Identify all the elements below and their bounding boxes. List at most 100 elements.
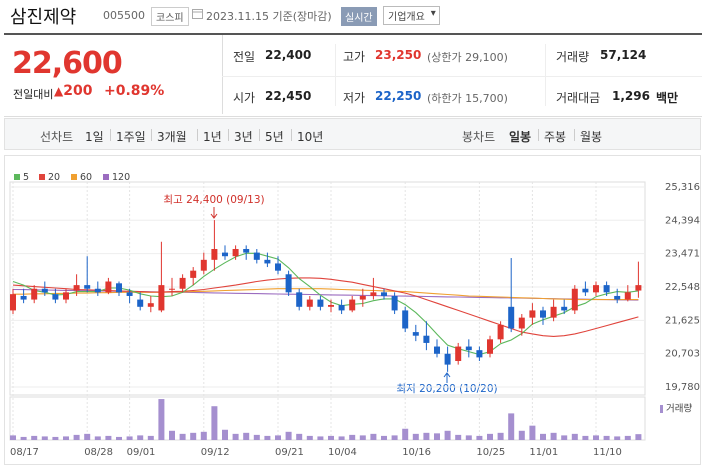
separator (259, 129, 260, 141)
candle-body (571, 288, 578, 311)
stat-value: 22,450 (265, 89, 312, 103)
volume-bar (593, 435, 599, 440)
candle-period-button[interactable]: 일봉 (509, 130, 532, 144)
candle-body (158, 285, 165, 311)
candle-body (169, 288, 175, 290)
candle-body (200, 259, 207, 271)
period-button[interactable]: 3년 (234, 130, 253, 144)
volume-bar (455, 434, 462, 440)
volume-bar (20, 436, 27, 440)
separator (291, 129, 292, 141)
change-pct: +0.89% (104, 83, 165, 99)
x-tick-label: 09/12 (201, 447, 230, 458)
candle-body (455, 346, 462, 361)
volume-bar (41, 436, 48, 440)
y-tick-label: 25,316 (665, 182, 700, 193)
stat-extra: (하한가 15,700) (427, 92, 508, 105)
volume-bar (603, 435, 610, 440)
candle-body (137, 299, 144, 307)
separator (151, 129, 152, 141)
low-annotation: 최저 20,200 (10/20) (396, 383, 497, 395)
candle-body (465, 346, 472, 351)
period-button[interactable]: 10년 (297, 130, 324, 144)
realtime-button[interactable]: 실시간 (341, 7, 377, 26)
candle-body (116, 283, 122, 293)
volume-bar (147, 435, 154, 440)
separator (110, 129, 111, 141)
volume-bar (222, 429, 228, 440)
volume-bar (476, 435, 483, 440)
candle-body (20, 295, 27, 300)
stock-name: 삼진제약 (10, 7, 77, 28)
candle-body (10, 294, 16, 311)
candle-body (31, 288, 38, 300)
candle-body (285, 274, 292, 293)
period-button[interactable]: 1일 (85, 130, 104, 144)
toolbar (4, 118, 701, 150)
x-tick-label: 08/17 (10, 447, 39, 458)
y-tick-label: 22,548 (665, 282, 700, 293)
volume-bar (285, 431, 292, 440)
volume-bar (624, 435, 631, 440)
volume-bar (116, 436, 122, 440)
volume-bar (582, 435, 589, 440)
volume-bar (94, 436, 101, 440)
stat-label: 거래량 (556, 50, 590, 64)
candle-body (179, 277, 186, 289)
candle-period-button[interactable]: 월봉 (580, 130, 603, 144)
quote-box (4, 33, 702, 117)
volume-bar (179, 433, 186, 440)
legend-label: 60 (80, 172, 92, 183)
candle-body (338, 304, 345, 311)
candle-body (381, 292, 387, 296)
candle-body (635, 285, 642, 291)
volume-bar (190, 432, 197, 440)
stat-value: 22,400 (265, 48, 312, 62)
plot-area (9, 181, 646, 396)
candle-body (222, 252, 228, 257)
volume-area (9, 396, 646, 441)
period-button[interactable]: 1주일 (116, 130, 146, 144)
candle-period-button[interactable]: 주봉 (544, 130, 567, 144)
candle-body (253, 252, 260, 260)
candle-body (243, 248, 250, 253)
x-tick-label: 11/01 (529, 447, 558, 458)
stat-label: 시가 (233, 91, 256, 105)
period-button[interactable]: 1년 (203, 130, 222, 144)
volume-bar (529, 425, 536, 440)
stat-value: 23,250 (375, 48, 422, 62)
change-value: 200 (63, 83, 93, 99)
volume-bar (518, 430, 525, 440)
separator (574, 129, 575, 141)
candle-body (84, 285, 91, 289)
volume-bar (253, 434, 260, 440)
overview-dropdown[interactable]: 기업개요 ▾ (383, 6, 440, 25)
stat-label: 저가 (343, 91, 366, 105)
dropdown-arrow: ▾ (430, 8, 436, 19)
period-button[interactable]: 3개월 (157, 130, 187, 144)
volume-bar (317, 436, 324, 440)
x-tick-label: 10/25 (476, 447, 505, 458)
candle-body (487, 339, 493, 354)
candle-body (94, 288, 101, 293)
candle-body (423, 335, 430, 343)
volume-bar (232, 433, 239, 440)
legend-swatch (103, 174, 109, 180)
overview-text: 기업개요 (388, 12, 425, 23)
candle-body (232, 248, 239, 257)
period-button[interactable]: 5년 (265, 130, 284, 144)
separator (538, 129, 539, 141)
volume-bar (296, 433, 303, 440)
stat-label: 고가 (343, 50, 366, 64)
as-of-date: 2023.11.15 기준(장마감) (206, 10, 332, 23)
volume-bar (561, 435, 568, 440)
x-tick-label: 08/28 (84, 447, 113, 458)
candle-body (126, 292, 133, 296)
candle-body (444, 353, 451, 365)
volume-bar (84, 433, 91, 440)
volume-bar (31, 435, 38, 440)
candle-body (412, 332, 419, 336)
market-badge: 코스피 (151, 7, 189, 26)
volume-bar (158, 399, 165, 440)
